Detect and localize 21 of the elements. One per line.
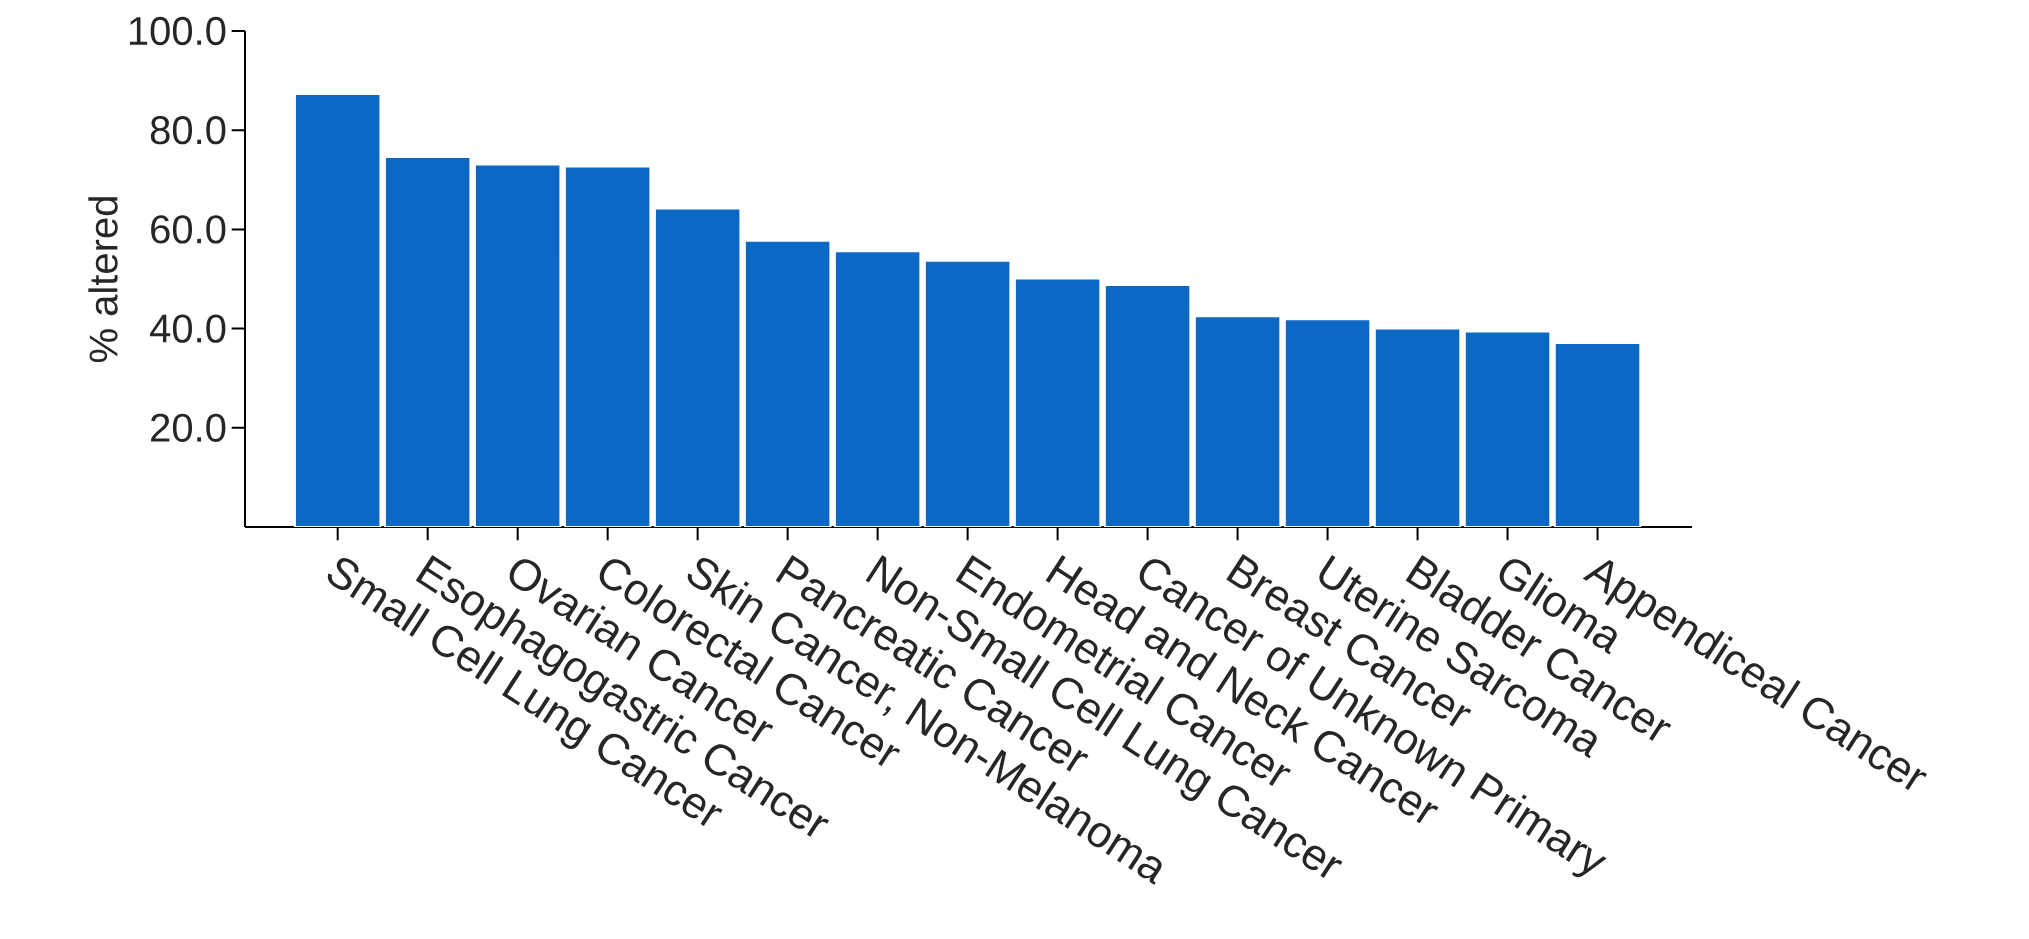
bar	[1013, 277, 1102, 527]
bar	[1103, 283, 1192, 527]
y-tick-label: 60.0	[151, 215, 226, 244]
y-tick-label: 20.0	[151, 413, 226, 442]
bar	[563, 165, 652, 527]
bar	[1193, 315, 1282, 527]
bar	[1463, 330, 1552, 527]
bar	[743, 239, 832, 527]
bar	[473, 163, 562, 527]
bar	[653, 207, 742, 527]
y-axis-title: % altered	[88, 197, 118, 363]
bar	[923, 259, 1012, 527]
y-tick-label: 40.0	[150, 314, 226, 343]
bar	[833, 250, 922, 527]
bar	[293, 92, 382, 527]
bar	[1373, 327, 1462, 527]
y-tick-label: 100.0	[129, 16, 226, 46]
y-tick-label: 80.0	[150, 116, 226, 145]
bar	[1553, 341, 1642, 527]
bar	[1283, 318, 1372, 527]
bar	[383, 155, 472, 527]
